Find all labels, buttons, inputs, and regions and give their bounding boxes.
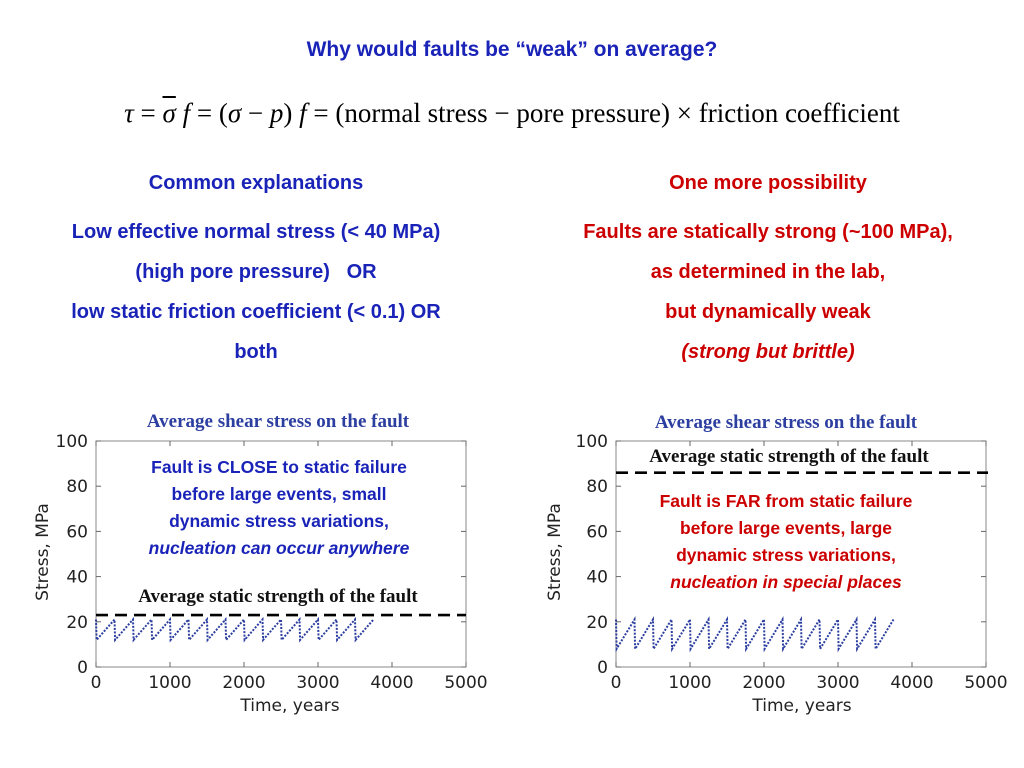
left-line-4: both [234,341,278,363]
left-plot-header: Average shear stress on the fault [147,411,410,432]
right-x-tick-label: 2000 [742,673,785,693]
shear-stress-equation: τ = σ f = (σ − p) f = (normal stress − p… [124,98,900,128]
right-y-tick-label: 40 [586,568,608,588]
left-y-tick-label: 60 [66,522,88,542]
right-plot-note: Fault is FAR from static failure before … [608,488,964,596]
left-x-tick-label: 3000 [296,673,339,693]
right-line-4: (strong but brittle) [681,341,855,363]
left-x-tick-label: 5000 [444,673,487,693]
right-line-3: but dynamically weak [665,301,871,323]
left-x-tick-label: 0 [91,673,102,693]
left-stress-plot: Average shear stress on the fault 0 20 40 6… [33,411,488,716]
left-note-line-4: nucleation can occur anywhere [148,538,410,558]
eq-f-2: f [299,98,307,128]
left-x-tick-label: 1000 [148,673,191,693]
left-note-line-2: before large events, small [171,484,387,504]
eq-tau: τ [124,98,134,128]
right-line-1: Faults are statically strong (~100 MPa), [583,221,953,243]
right-y-tick-label: 20 [586,613,608,633]
right-possibility: Faults are statically strong (~100 MPa),… [518,212,1018,372]
left-line-2: (high pore pressure) OR [135,261,377,283]
right-heading: One more possibility [669,172,867,194]
right-y-tick-label: 80 [586,477,608,497]
right-x-tick-label: 0 [611,673,622,693]
left-line-1: Low effective normal stress (< 40 MPa) [71,221,441,243]
right-stress-series-line [615,616,895,653]
right-plot-header: Average shear stress on the fault [655,412,918,433]
right-note-line-4: nucleation in special places [670,572,902,592]
right-y-axis-label: Stress, MPa [545,503,565,601]
left-y-tick-label: 100 [56,432,88,452]
eq-p: p [269,98,284,128]
left-strength-label: Average static strength of the fault [138,586,418,607]
right-y-tick-label: 0 [597,658,608,678]
left-heading: Common explanations [148,172,364,194]
left-y-tick-label: 0 [77,658,88,678]
right-strength-label: Average static strength of the fault [649,446,929,467]
left-x-axis-label: Time, years [239,696,339,716]
left-x-tick-label: 2000 [222,673,265,693]
left-note-line-1: Fault is CLOSE to static failure [151,457,407,477]
left-explanations: Low effective normal stress (< 40 MPa) (… [6,212,506,372]
right-line-2: as determined in the lab, [650,261,886,283]
left-x-tick-label: 4000 [370,673,413,693]
right-stress-plot: Average shear stress on the fault 0 20 40 6… [545,412,1008,716]
left-y-tick-label: 20 [66,613,88,633]
left-y-tick-label: 40 [66,568,88,588]
right-x-tick-label: 5000 [964,673,1007,693]
right-y-tick-label: 60 [586,522,608,542]
right-x-tick-label: 3000 [816,673,859,693]
eq-sigma: σ [227,98,242,128]
page-title: Why would faults be “weak” on average? [306,38,718,61]
left-line-3: low static friction coefficient (< 0.1) … [71,301,441,323]
left-plot-note: Fault is CLOSE to static failure before … [104,454,454,562]
right-note-line-1: Fault is FAR from static failure [659,491,913,511]
left-y-tick-label: 80 [66,477,88,497]
left-stress-series-line [95,616,375,643]
eq-f-1: f [182,98,191,128]
right-x-tick-label: 4000 [890,673,933,693]
left-plot-frame [95,440,467,668]
right-note-line-3: dynamic stress variations, [676,545,896,565]
right-note-line-2: before large events, large [679,518,893,538]
right-x-tick-label: 1000 [668,673,711,693]
right-y-tick-label: 100 [576,432,608,452]
right-x-axis-label: Time, years [751,696,851,716]
eq-sigma-bar: σ [162,98,176,128]
eq-words: (normal stress − pore pressure) × fricti… [335,98,900,128]
left-note-line-3: dynamic stress variations, [169,511,389,531]
left-y-axis-label: Stress, MPa [33,503,53,601]
